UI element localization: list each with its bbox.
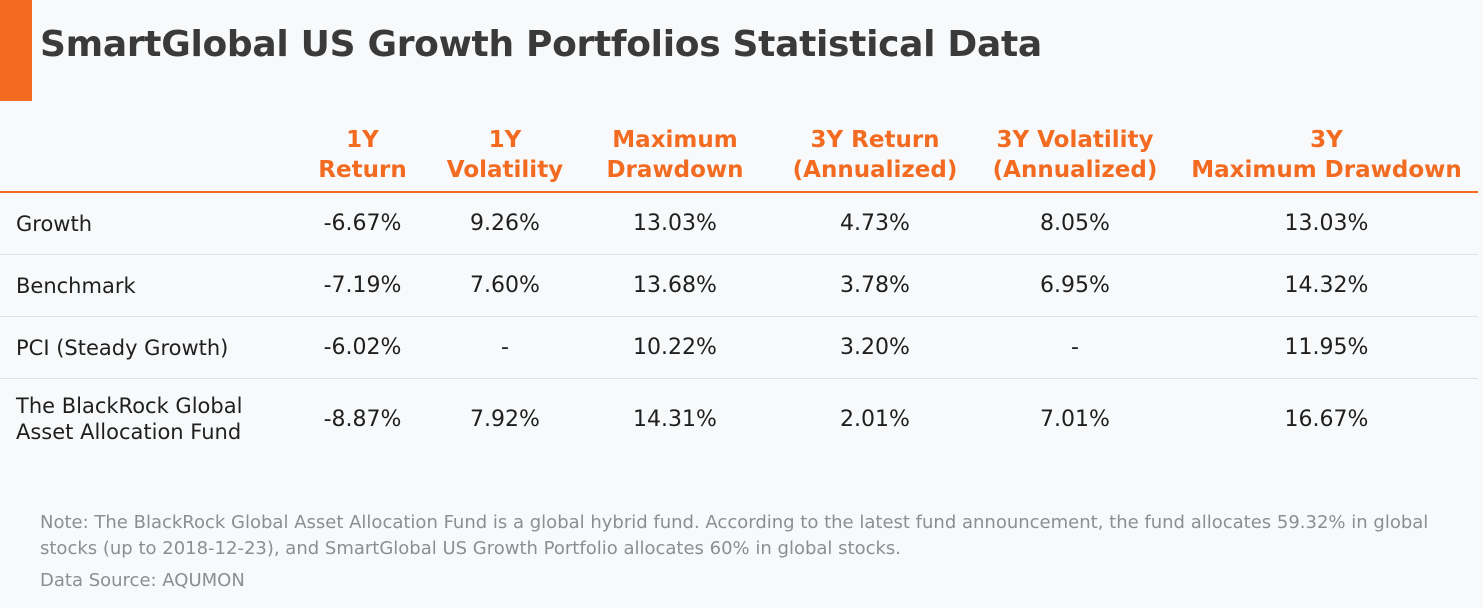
column-header-line: 3Y Return <box>810 127 940 153</box>
table-cell: 7.60% <box>435 254 575 317</box>
column-header: 1Y Return <box>290 125 435 193</box>
table-cell: 7.01% <box>1040 406 1110 432</box>
page-title: SmartGlobal US Growth Portfolios Statist… <box>40 24 1042 65</box>
column-header-line: (Annualized) <box>992 157 1158 183</box>
column-header: 3Y Volatility (Annualized) <box>975 125 1175 193</box>
row-label-line: Benchmark <box>16 273 136 298</box>
header-label-cell <box>0 125 290 193</box>
table-cell: 13.68% <box>575 254 775 317</box>
data-source: Data Source: AQUMON <box>40 570 245 591</box>
row-label-line: Growth <box>16 211 93 236</box>
table-cell: 4.73% <box>775 192 975 255</box>
table-cell: 13.03% <box>575 192 775 255</box>
row-label: PCI (Steady Growth) <box>0 316 290 379</box>
table-cell: 7.92% <box>470 406 540 432</box>
table-row: Benchmark -7.19% 7.60% 13.68% 3.78% 6.95… <box>0 254 1478 317</box>
column-header-line: 3Y <box>1310 127 1343 153</box>
title-accent-bar <box>0 0 32 101</box>
column-header-line: (Annualized) <box>792 157 958 183</box>
row-label: The BlackRock Global Asset Allocation Fu… <box>0 379 290 460</box>
row-label: Growth <box>0 192 290 255</box>
row-label: Benchmark <box>0 254 290 317</box>
column-header-line: Maximum <box>612 127 738 153</box>
table-cell: 16.67% <box>1284 406 1369 432</box>
table-cell: 10.22% <box>575 316 775 379</box>
table-cell: -6.67% <box>290 192 435 255</box>
column-header: 1Y Volatility <box>435 125 575 193</box>
column-header-line: Volatility <box>446 157 564 183</box>
row-label-line: Asset Allocation Fund <box>16 420 242 444</box>
table-cell: 8.05% <box>975 192 1175 255</box>
table-row: Growth -6.67% 9.26% 13.03% 4.73% 8.05% 1… <box>0 192 1478 255</box>
table-cell: 3.78% <box>775 254 975 317</box>
column-header: 3Y Return (Annualized) <box>775 125 975 193</box>
table-cell: 13.03% <box>1175 192 1478 255</box>
table-cell: 6.95% <box>975 254 1175 317</box>
table-cell: 2.01% <box>840 406 910 432</box>
table-row: The BlackRock Global Asset Allocation Fu… <box>0 379 1478 460</box>
table-row: PCI (Steady Growth) -6.02% - 10.22% 3.20… <box>0 316 1478 379</box>
table-cell: -8.87% <box>323 406 402 432</box>
column-header-line: 3Y Volatility <box>996 127 1154 153</box>
row-label-line: The BlackRock Global <box>16 394 243 418</box>
column-header-line: Drawdown <box>606 157 744 183</box>
column-header-line: 1Y <box>346 127 379 153</box>
table-cell: 3.20% <box>775 316 975 379</box>
table-cell: 14.32% <box>1175 254 1478 317</box>
table-cell: - <box>435 316 575 379</box>
table-cell: - <box>975 316 1175 379</box>
table-cell: 9.26% <box>435 192 575 255</box>
table-cell: 14.31% <box>633 406 717 432</box>
row-label-line: PCI (Steady Growth) <box>16 335 229 360</box>
column-header-line: Maximum Drawdown <box>1191 157 1462 183</box>
column-header: Maximum Drawdown <box>575 125 775 193</box>
table-header-row: 1Y Return 1Y Volatility Maximum Drawdown… <box>0 125 1478 193</box>
stats-table: 1Y Return 1Y Volatility Maximum Drawdown… <box>0 125 1478 459</box>
table-cell: -7.19% <box>290 254 435 317</box>
column-header-line: Return <box>318 157 407 183</box>
column-header: 3Y Maximum Drawdown <box>1175 125 1478 193</box>
table-cell: -6.02% <box>290 316 435 379</box>
table-cell: 11.95% <box>1175 316 1478 379</box>
footnote: Note: The BlackRock Global Asset Allocat… <box>40 512 1429 559</box>
column-header-line: 1Y <box>488 127 522 153</box>
